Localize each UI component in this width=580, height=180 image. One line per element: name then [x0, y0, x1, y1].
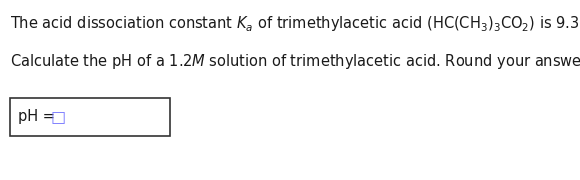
- Text: The acid dissociation constant $K_{a}$ of trimethylacetic acid $\left(\mathrm{HC: The acid dissociation constant $K_{a}$ o…: [10, 12, 580, 34]
- Text: Calculate the pH of a 1.2$M$ solution of trimethylacetic acid. Round your answer: Calculate the pH of a 1.2$M$ solution of…: [10, 52, 580, 71]
- Text: □: □: [51, 109, 66, 125]
- Text: pH =: pH =: [18, 109, 60, 125]
- FancyBboxPatch shape: [10, 98, 170, 136]
